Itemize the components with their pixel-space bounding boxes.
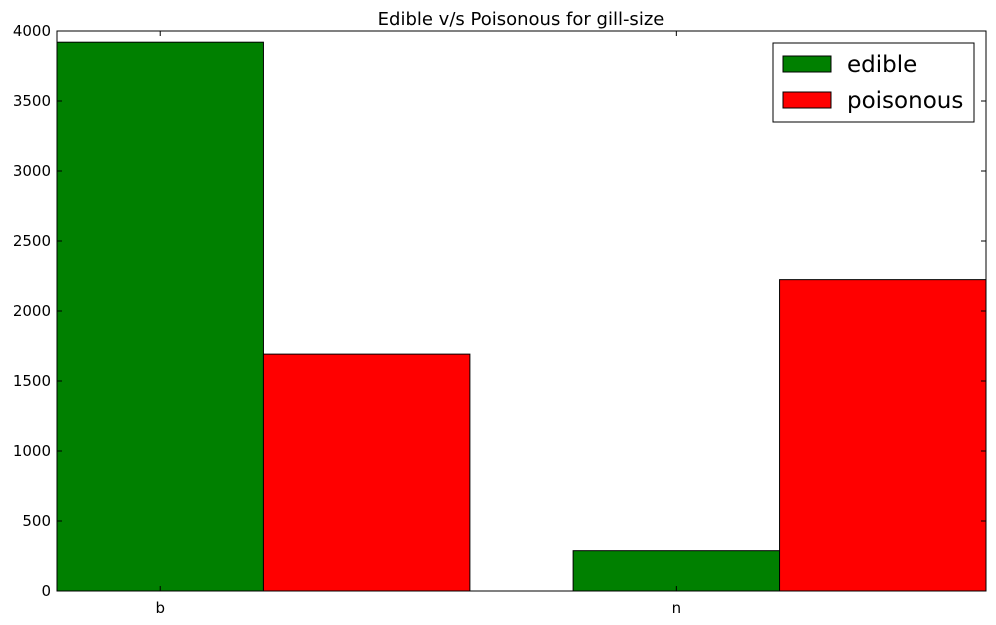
y-tick-label: 500 [22,512,51,530]
x-tick-label: b [155,599,165,617]
bars-layer [56,41,987,592]
y-tick-label: 1000 [13,442,51,460]
bar-edible-n [572,550,781,592]
y-tick-label: 3500 [13,92,51,110]
legend: edible poisonous [772,42,975,123]
axes-layer: 0 500 1000 1500 2000 2500 3000 3500 4000 b n [13,22,987,617]
x-tick-label: n [672,599,682,617]
legend-swatch-poisonous [782,91,832,109]
y-tick-label: 1500 [13,372,51,390]
bar-poisonous-b [262,353,471,592]
legend-label-edible: edible [847,52,917,78]
y-tick-label: 2000 [13,302,51,320]
chart-title: Edible v/s Poisonous for gill-size [378,9,665,30]
legend-label-poisonous: poisonous [847,88,963,114]
y-tick-label: 2500 [13,232,51,250]
y-tick-label: 4000 [13,22,51,40]
y-tick-label: 3000 [13,162,51,180]
bar-edible-b [56,41,264,592]
legend-swatch-edible [782,55,832,73]
y-tick-label: 0 [41,582,51,600]
bar-poisonous-n [779,279,987,592]
